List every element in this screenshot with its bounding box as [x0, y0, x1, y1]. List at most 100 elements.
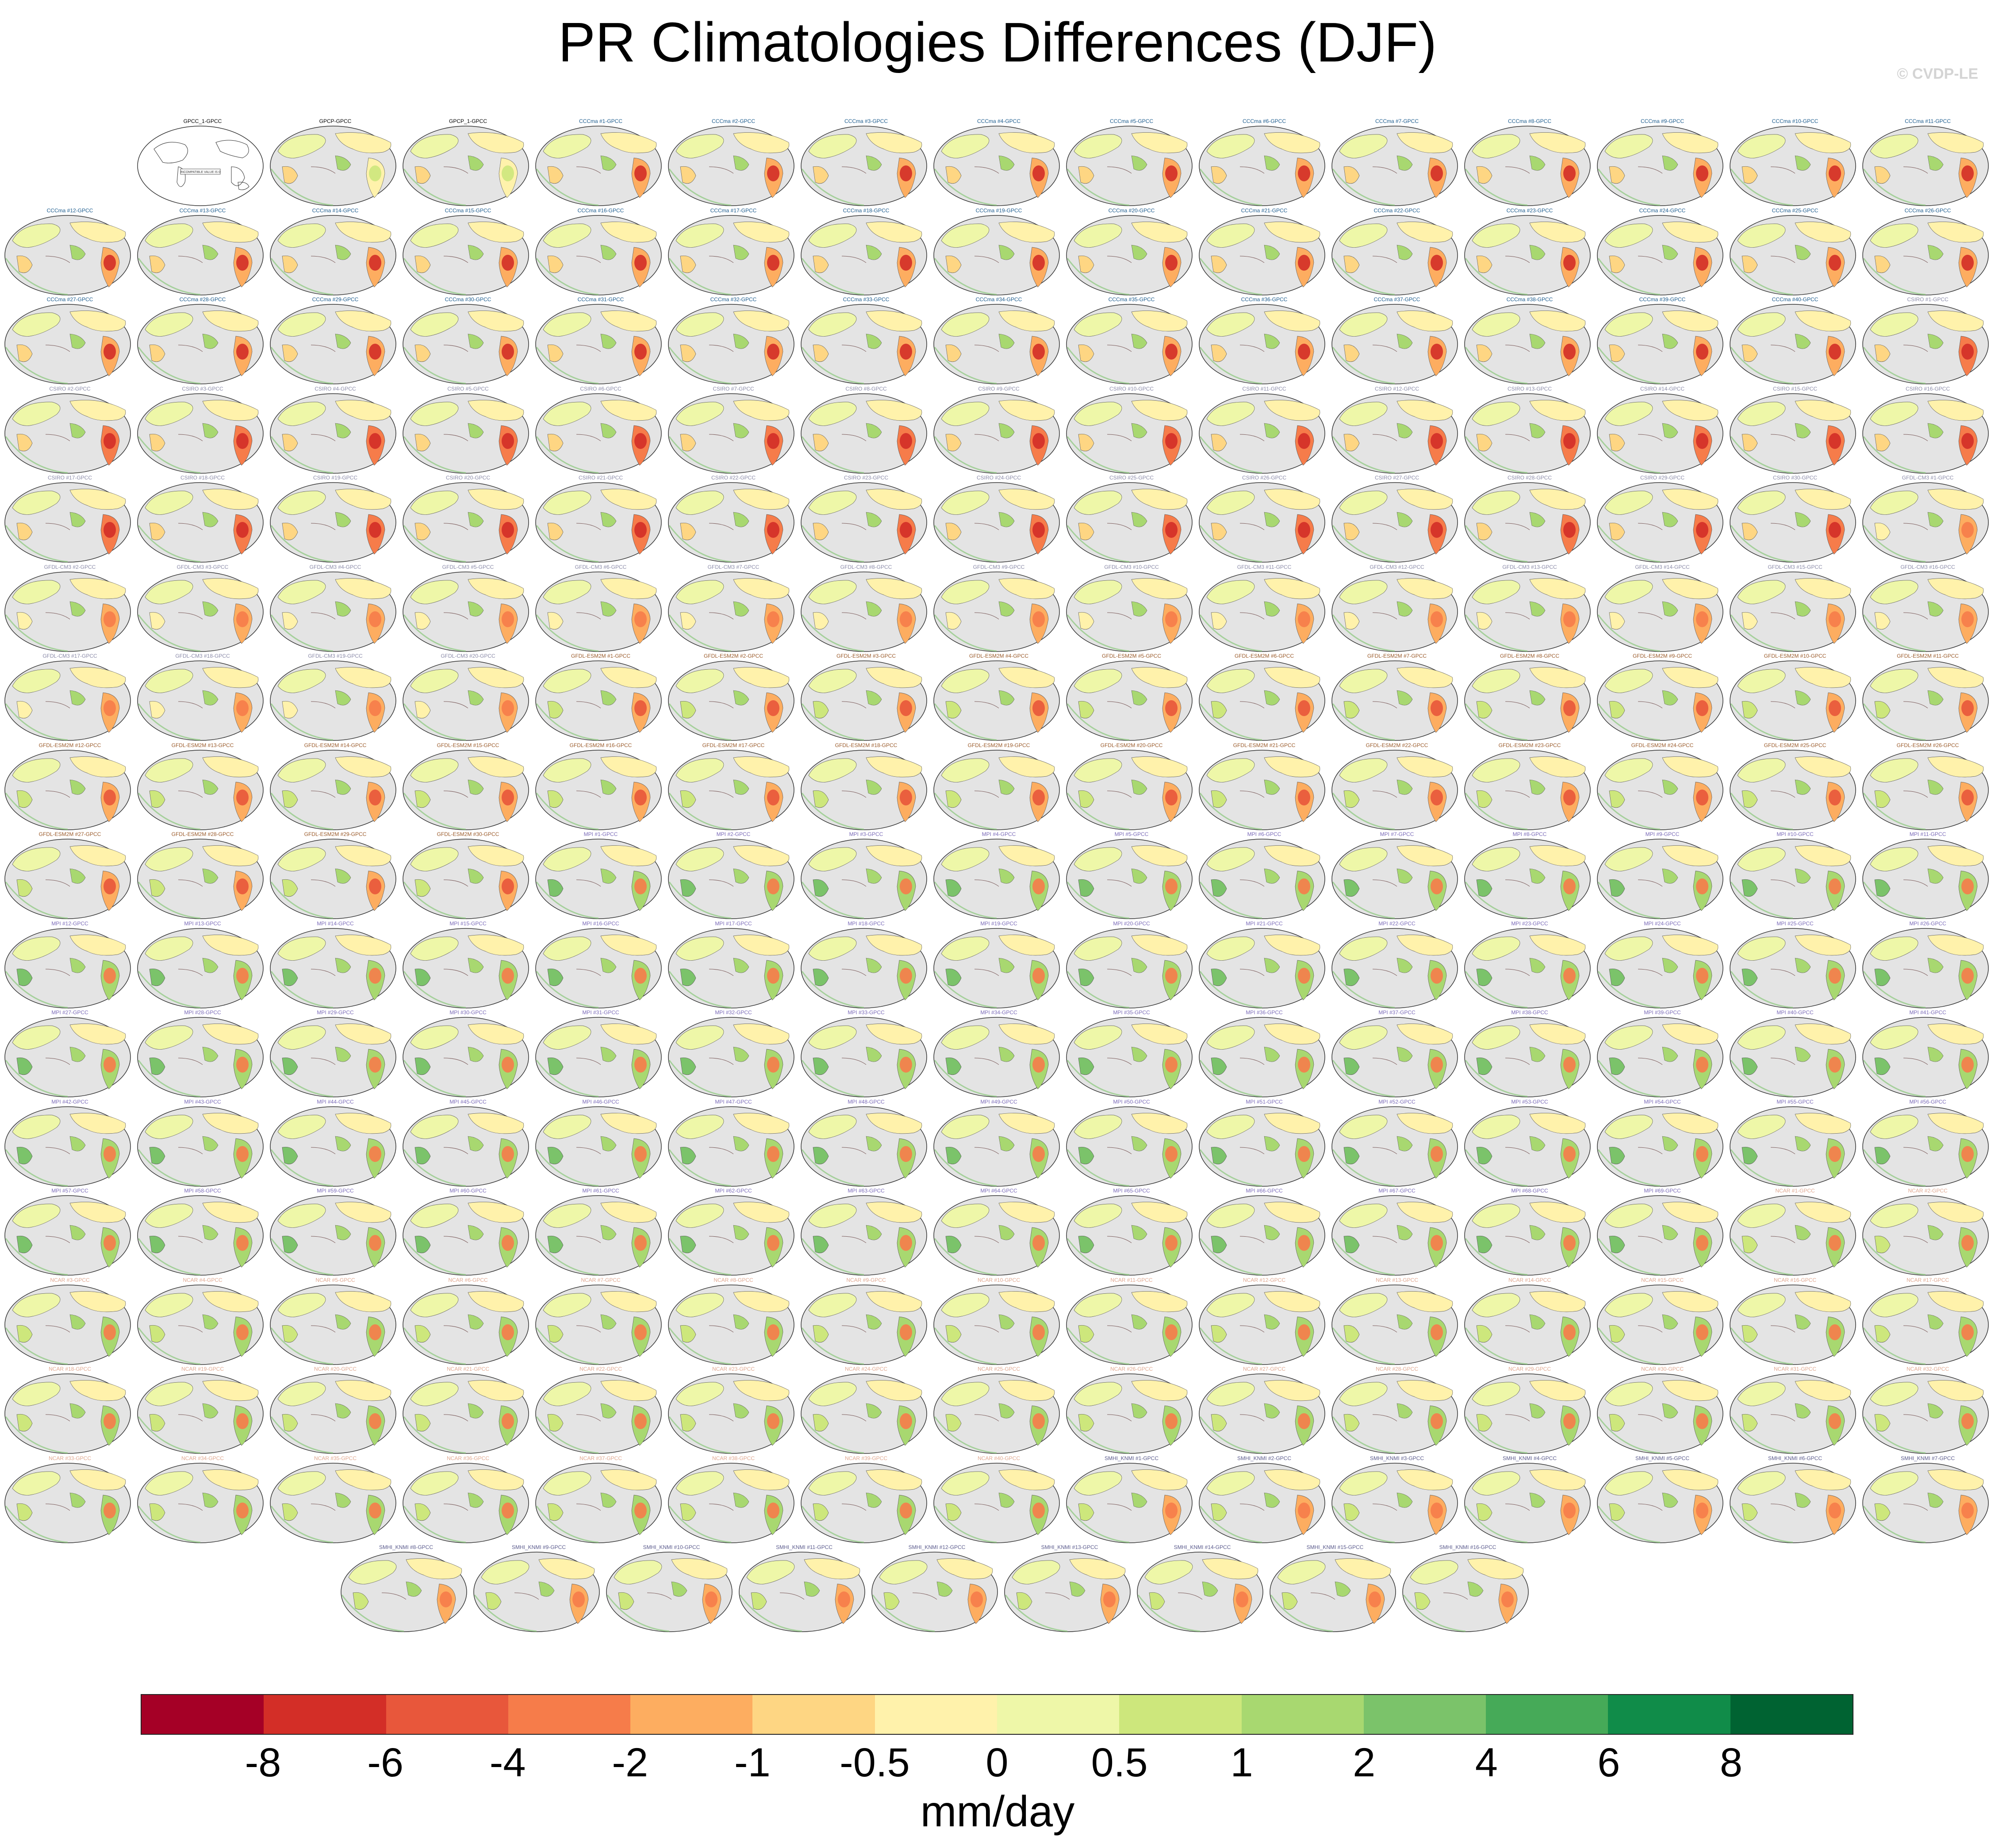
panel-title: CCCma #40-GPCC — [1772, 296, 1819, 303]
map-globe — [933, 1195, 1060, 1276]
map-panel: GFDL-CM3 #15-GPCC — [1729, 564, 1861, 656]
map-globe — [403, 928, 529, 1008]
panel-title: CSIRO #23-GPCC — [844, 475, 889, 481]
map-panel: NCAR #10-GPCC — [932, 1277, 1065, 1369]
panel-title: MPI #9-GPCC — [1645, 831, 1680, 837]
map-globe — [1199, 1106, 1325, 1187]
colorbar-tick-label: -2 — [612, 1740, 648, 1785]
panel-title: SMHI_KNMI #3-GPCC — [1370, 1455, 1424, 1461]
panel-title: CCCma #8-GPCC — [1508, 118, 1551, 124]
map-globe — [668, 482, 794, 563]
map-globe — [403, 1195, 529, 1276]
map-panel: MPI #36-GPCC — [1198, 1009, 1331, 1101]
map-panel: MPI #26-GPCC — [1861, 920, 1994, 1012]
map-panel: GFDL-CM3 #8-GPCC — [800, 564, 932, 656]
panel-title: CSIRO #18-GPCC — [180, 475, 225, 481]
map-panel: GFDL-ESM2M #6-GPCC — [1198, 653, 1331, 744]
map-globe — [4, 928, 131, 1008]
map-panel: MPI #30-GPCC — [402, 1009, 534, 1101]
map-panel: SMHI_KNMI #13-GPCC — [1003, 1544, 1136, 1636]
map-panel: GFDL-CM3 #18-GPCC — [136, 653, 269, 744]
map-panel: MPI #6-GPCC — [1198, 831, 1331, 923]
map-panel: MPI #2-GPCC — [667, 831, 800, 923]
map-globe — [270, 1017, 396, 1097]
map-globe — [933, 839, 1060, 919]
map-panel: NCAR #27-GPCC — [1198, 1366, 1331, 1457]
map-globe — [1862, 839, 1989, 919]
map-panel: CCCma #40-GPCC — [1729, 296, 1861, 388]
panel-title: MPI #23-GPCC — [1511, 920, 1548, 927]
panel-title: CCCma #5-GPCC — [1109, 118, 1153, 124]
map-globe — [1730, 393, 1856, 474]
panel-title: NCAR #13-GPCC — [1375, 1277, 1419, 1283]
map-globe — [403, 482, 529, 563]
map-panel: GFDL-ESM2M #3-GPCC — [800, 653, 932, 744]
map-globe — [403, 1017, 529, 1097]
panel-title: CCCma #20-GPCC — [1108, 207, 1155, 214]
map-globe — [1862, 393, 1989, 474]
colorbar-box — [997, 1695, 1120, 1734]
map-panel: GFDL-ESM2M #2-GPCC — [667, 653, 800, 744]
panel-title: CCCma #30-GPCC — [445, 296, 491, 303]
map-globe — [1199, 571, 1325, 652]
map-globe — [270, 1195, 396, 1276]
panel-title: CCCma #28-GPCC — [179, 296, 226, 303]
map-globe — [4, 571, 131, 652]
panel-title: GFDL-ESM2M #20-GPCC — [1100, 742, 1163, 748]
panel-title: GFDL-ESM2M #24-GPCC — [1631, 742, 1694, 748]
map-panel: CSIRO #16-GPCC — [1861, 386, 1994, 477]
map-globe — [1066, 1462, 1193, 1543]
map-panel: MPI #64-GPCC — [932, 1188, 1065, 1279]
map-globe — [801, 928, 927, 1008]
map-panel: CCCma #26-GPCC — [1861, 207, 1994, 299]
map-globe — [1199, 304, 1325, 384]
panel-title: NCAR #19-GPCC — [181, 1366, 224, 1372]
panel-title: MPI #2-GPCC — [716, 831, 751, 837]
map-panel: CSIRO #8-GPCC — [800, 386, 932, 477]
map-globe — [1199, 660, 1325, 741]
panel-title: CSIRO #28-GPCC — [1507, 475, 1552, 481]
map-globe — [801, 660, 927, 741]
panel-title: MPI #4-GPCC — [982, 831, 1016, 837]
map-globe — [1331, 660, 1458, 741]
panel-title: MPI #38-GPCC — [1511, 1009, 1548, 1016]
map-globe — [1464, 928, 1591, 1008]
panel-title: CCCma #35-GPCC — [1108, 296, 1155, 303]
map-panel: CCCma #14-GPCC — [269, 207, 402, 299]
map-globe — [473, 1552, 600, 1632]
map-panel: CCCma #11-GPCC — [1861, 118, 1994, 210]
map-panel: SMHI_KNMI #8-GPCC — [340, 1544, 472, 1636]
panel-title: MPI #27-GPCC — [51, 1009, 88, 1016]
panel-title: GFDL-ESM2M #15-GPCC — [437, 742, 499, 748]
map-panel: MPI #14-GPCC — [269, 920, 402, 1012]
map-globe — [4, 304, 131, 384]
map-globe — [801, 304, 927, 384]
panel-title: SMHI_KNMI #1-GPCC — [1104, 1455, 1159, 1461]
map-panel: NCAR #30-GPCC — [1596, 1366, 1729, 1457]
map-panel: MPI #9-GPCC — [1596, 831, 1729, 923]
map-panel: MPI #47-GPCC — [667, 1099, 800, 1190]
map-panel: MPI #67-GPCC — [1331, 1188, 1463, 1279]
map-panel: CSIRO #9-GPCC — [932, 386, 1065, 477]
colorbar-box — [1363, 1695, 1486, 1734]
map-globe — [1464, 1017, 1591, 1097]
panel-title: MPI #42-GPCC — [51, 1098, 88, 1105]
colorbar-tick-label: -1 — [734, 1740, 771, 1785]
map-panel: CSIRO #18-GPCC — [136, 475, 269, 566]
panel-title: CSIRO #13-GPCC — [1507, 385, 1552, 392]
map-globe — [801, 839, 927, 919]
panel-title: NCAR #26-GPCC — [1110, 1366, 1153, 1372]
map-panel: CSIRO #1-GPCC — [1861, 296, 1994, 388]
map-globe — [1730, 1106, 1856, 1187]
map-panel: NCAR #18-GPCC — [4, 1366, 136, 1457]
map-panel: GFDL-CM3 #14-GPCC — [1596, 564, 1729, 656]
panel-title: MPI #69-GPCC — [1644, 1188, 1681, 1194]
panel-title: MPI #67-GPCC — [1378, 1188, 1416, 1194]
map-globe — [1597, 1106, 1723, 1187]
panel-title: CSIRO #8-GPCC — [845, 385, 887, 392]
map-panel: GFDL-ESM2M #23-GPCC — [1463, 742, 1596, 834]
map-globe — [1597, 304, 1723, 384]
map-panel: CSIRO #30-GPCC — [1729, 475, 1861, 566]
panel-title: GFDL-ESM2M #8-GPCC — [1500, 653, 1560, 659]
map-panel: CCCma #28-GPCC — [136, 296, 269, 388]
